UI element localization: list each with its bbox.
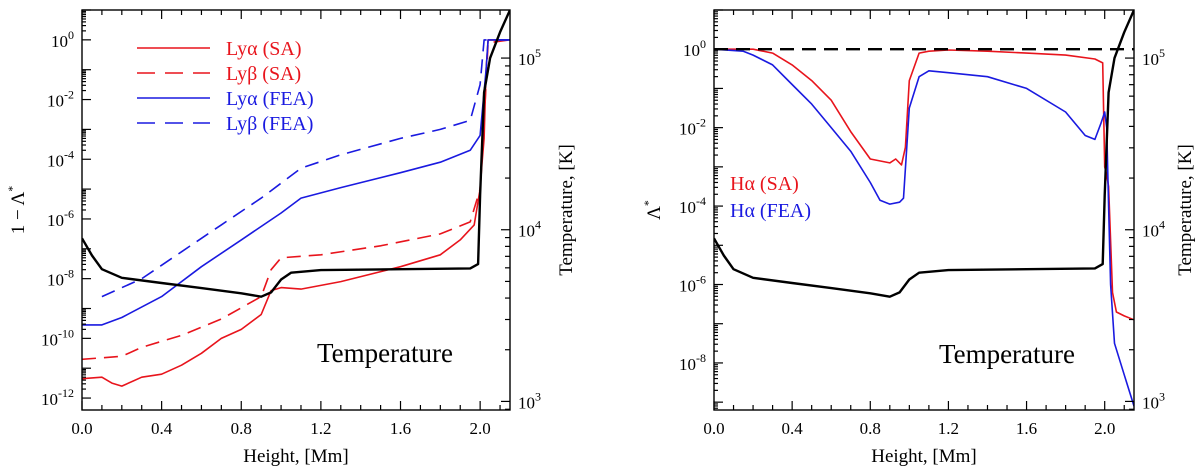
legend-label: Hα (FEA) [730, 200, 811, 222]
y2-tick-label: 105 [1142, 46, 1165, 69]
y2-tick-label: 103 [1142, 389, 1165, 412]
x-tick-label: 0.4 [151, 419, 173, 438]
x-tick-label: 1.6 [1016, 419, 1037, 438]
y2-axis-label: Temperature, [K] [1175, 144, 1196, 276]
series-temperature [714, 10, 1134, 298]
x-tick-label: 2.0 [1094, 419, 1115, 438]
x-axis-label: Height, [Mm] [243, 446, 349, 467]
x-tick-label: 0.8 [860, 419, 881, 438]
legend-label: Lyβ (FEA) [226, 113, 313, 135]
y-tick-label: 10-8 [47, 267, 74, 290]
x-tick-label: 0.4 [782, 419, 804, 438]
y-tick-label: 10-8 [679, 351, 706, 374]
legend-label: Lyα (FEA) [226, 88, 314, 110]
chart-right: 0.0 0.4 0.8 1.2 1.6 2.0 Height, [Mm] 10-8 10-6 10… [641, 9, 1196, 467]
y2-tick-label: 103 [518, 389, 541, 412]
x-tick-label: 0.0 [71, 419, 92, 438]
y-tick-label: 10-4 [679, 194, 706, 217]
y-tick-label: 100 [683, 37, 706, 60]
y-tick-label: 10-4 [47, 147, 74, 170]
y-axis-label: 1 − Λ* [5, 186, 29, 234]
y-tick-label: 10-6 [679, 273, 706, 296]
y2-tick-label: 104 [518, 218, 541, 241]
plot-area [82, 10, 510, 387]
x-tick-label: 1.2 [310, 419, 331, 438]
y2-axis-label: Temperature, [K] [556, 144, 577, 276]
x-tick-label: 0.8 [231, 419, 252, 438]
legend-label: Lyα (SA) [226, 38, 301, 60]
chart-left: 0.0 0.4 0.8 1.2 1.6 2.0 Height, [Mm] 10-12 10-10… [5, 9, 577, 467]
y-tick-label: 10-6 [47, 207, 74, 230]
legend-label: Hα (SA) [730, 173, 799, 195]
x-tick-label: 2.0 [470, 419, 491, 438]
temperature-annotation: Temperature [317, 338, 453, 368]
series-temperature [82, 10, 510, 298]
x-tick-label: 0.0 [703, 419, 724, 438]
y2-tick-label: 104 [1142, 218, 1165, 241]
x-tick-label: 1.2 [938, 419, 959, 438]
plot-area [714, 10, 1134, 407]
x-tick-label: 1.6 [390, 419, 411, 438]
y-tick-label: 10-2 [679, 116, 706, 139]
temperature-annotation: Temperature [939, 339, 1075, 369]
y-tick-label: 10-10 [41, 326, 74, 349]
y-tick-label: 100 [51, 28, 74, 51]
legend-label: Lyβ (SA) [226, 63, 301, 85]
y-tick-label: 10-12 [41, 386, 74, 409]
x-axis-label: Height, [Mm] [871, 446, 977, 467]
y2-tick-label: 105 [518, 46, 541, 69]
y-tick-label: 10-2 [47, 88, 74, 111]
series-ly-fea [101, 39, 510, 298]
y-axis-label: Λ* [641, 200, 665, 220]
